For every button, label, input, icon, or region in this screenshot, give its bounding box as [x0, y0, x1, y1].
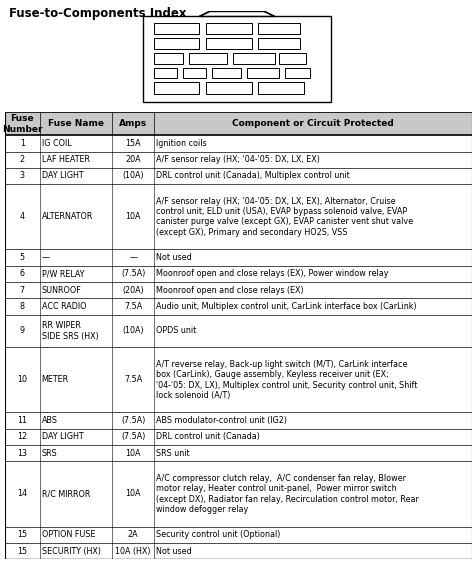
Bar: [247, 68, 279, 78]
Text: LAF HEATER: LAF HEATER: [42, 155, 90, 164]
Bar: [154, 53, 183, 64]
Text: Fuse
Number: Fuse Number: [2, 114, 43, 134]
Text: DAY LIGHT: DAY LIGHT: [42, 171, 83, 180]
Text: A/T reverse relay, Back-up light switch (M/T), CarLink interface
box (CarLink), : A/T reverse relay, Back-up light switch …: [156, 360, 418, 400]
Text: SECURITY (HX): SECURITY (HX): [42, 546, 100, 555]
Text: Fuse Name: Fuse Name: [48, 119, 104, 128]
Text: 7: 7: [20, 285, 25, 294]
Text: Not used: Not used: [156, 546, 192, 555]
Text: Component or Circuit Protected: Component or Circuit Protected: [232, 119, 394, 128]
Text: Moonroof open and close relays (EX): Moonroof open and close relays (EX): [156, 285, 304, 294]
Bar: [189, 53, 227, 64]
Text: A/F sensor relay (HX; '04-'05: DX, LX, EX): A/F sensor relay (HX; '04-'05: DX, LX, E…: [156, 155, 320, 164]
Text: 10: 10: [17, 375, 27, 384]
Bar: [258, 38, 300, 49]
Text: —: —: [129, 253, 137, 262]
Bar: [279, 53, 306, 64]
Text: 15: 15: [17, 530, 27, 539]
Bar: [258, 22, 300, 34]
Text: Audio unit, Multiplex control unit, CarLink interface box (CarLink): Audio unit, Multiplex control unit, CarL…: [156, 302, 417, 311]
Text: SRS unit: SRS unit: [156, 448, 190, 457]
Bar: [154, 68, 176, 78]
Bar: [258, 83, 304, 94]
Text: 4: 4: [20, 212, 25, 221]
Bar: [212, 68, 241, 78]
Text: (7.5A): (7.5A): [121, 269, 146, 278]
Text: 8: 8: [20, 302, 25, 311]
Text: Not used: Not used: [156, 253, 192, 262]
Text: OPTION FUSE: OPTION FUSE: [42, 530, 95, 539]
Text: Security control unit (Optional): Security control unit (Optional): [156, 530, 281, 539]
Text: Amps: Amps: [119, 119, 147, 128]
Text: —: —: [42, 253, 50, 262]
Bar: [206, 22, 252, 34]
Bar: [154, 38, 200, 49]
Text: SRS: SRS: [42, 448, 57, 457]
Text: 2A: 2A: [128, 530, 138, 539]
Text: DRL control unit (Canada): DRL control unit (Canada): [156, 432, 260, 441]
Bar: [154, 83, 200, 94]
Text: Ignition coils: Ignition coils: [156, 139, 207, 148]
Text: OPDS unit: OPDS unit: [156, 327, 196, 336]
Text: 20A: 20A: [125, 155, 141, 164]
Text: 10A (HX): 10A (HX): [115, 546, 151, 555]
Text: ABS modulator-control unit (IG2): ABS modulator-control unit (IG2): [156, 416, 287, 425]
Bar: [206, 38, 252, 49]
Text: 10A: 10A: [126, 448, 141, 457]
Text: 10A: 10A: [126, 212, 141, 221]
Text: 15A: 15A: [125, 139, 141, 148]
Text: 7.5A: 7.5A: [124, 302, 142, 311]
Text: METER: METER: [42, 375, 69, 384]
Text: 12: 12: [17, 432, 27, 441]
Text: 3: 3: [20, 171, 25, 180]
Text: ABS: ABS: [42, 416, 58, 425]
Text: 11: 11: [17, 416, 27, 425]
Text: ACC RADIO: ACC RADIO: [42, 302, 86, 311]
Text: (20A): (20A): [122, 285, 144, 294]
Text: 9: 9: [20, 327, 25, 336]
Text: R/C MIRROR: R/C MIRROR: [42, 490, 90, 498]
Text: RR WIPER
SIDE SRS (HX): RR WIPER SIDE SRS (HX): [42, 321, 99, 341]
Text: 10A: 10A: [126, 490, 141, 498]
Bar: [154, 22, 200, 34]
Text: (10A): (10A): [122, 327, 144, 336]
Text: P/W RELAY: P/W RELAY: [42, 269, 84, 278]
Text: SUNROOF: SUNROOF: [42, 285, 82, 294]
Polygon shape: [200, 11, 274, 16]
Text: DRL control unit (Canada), Multiplex control unit: DRL control unit (Canada), Multiplex con…: [156, 171, 350, 180]
Text: A/C compressor clutch relay,  A/C condenser fan relay, Blower
motor relay, Heate: A/C compressor clutch relay, A/C condens…: [156, 474, 419, 514]
Bar: [5, 112, 472, 135]
Bar: [285, 68, 310, 78]
Text: 5: 5: [20, 253, 25, 262]
Text: Moonroof open and close relays (EX), Power window relay: Moonroof open and close relays (EX), Pow…: [156, 269, 389, 278]
Text: A/F sensor relay (HX; '04-'05: DX, LX, EX), Alternator, Cruise
control unit, ELD: A/F sensor relay (HX; '04-'05: DX, LX, E…: [156, 197, 413, 237]
Text: (7.5A): (7.5A): [121, 416, 146, 425]
Text: 7.5A: 7.5A: [124, 375, 142, 384]
Bar: [206, 83, 252, 94]
Text: 15: 15: [17, 546, 27, 555]
Bar: [233, 53, 274, 64]
Text: 14: 14: [17, 490, 27, 498]
Text: Fuse-to-Components Index: Fuse-to-Components Index: [9, 7, 187, 20]
Text: 6: 6: [20, 269, 25, 278]
Text: 2: 2: [20, 155, 25, 164]
Text: DAY LIGHT: DAY LIGHT: [42, 432, 83, 441]
Text: (7.5A): (7.5A): [121, 432, 146, 441]
Text: 13: 13: [17, 448, 27, 457]
Text: ALTERNATOR: ALTERNATOR: [42, 212, 93, 221]
Text: IG COIL: IG COIL: [42, 139, 71, 148]
Bar: [183, 68, 206, 78]
Text: 1: 1: [20, 139, 25, 148]
Text: (10A): (10A): [122, 171, 144, 180]
